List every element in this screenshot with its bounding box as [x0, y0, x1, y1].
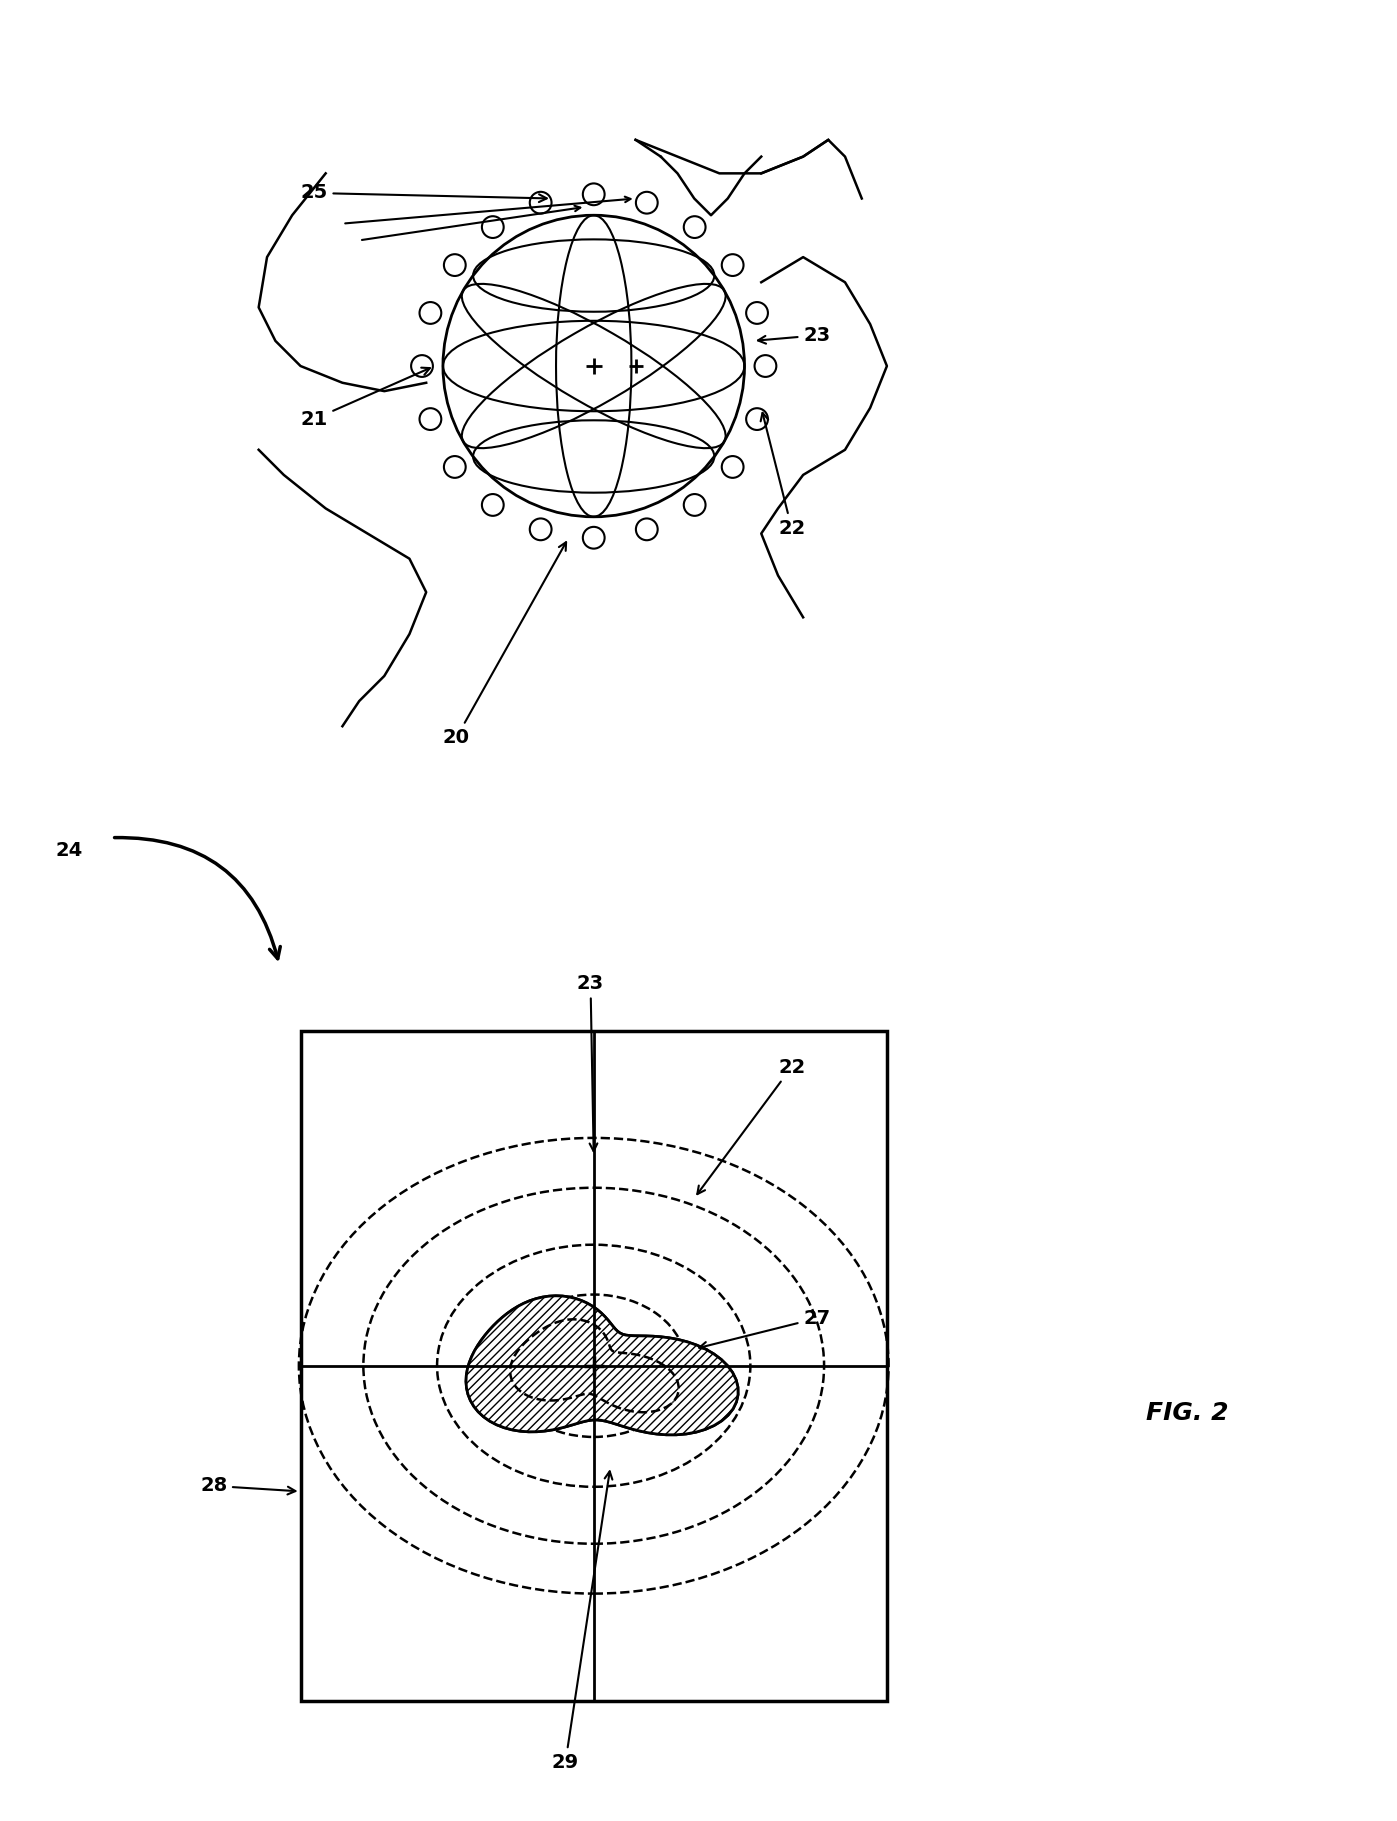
Bar: [300, 1031, 887, 1701]
FancyArrowPatch shape: [115, 838, 281, 958]
Text: FIG. 2: FIG. 2: [1146, 1402, 1228, 1426]
Text: 23: 23: [577, 974, 604, 1151]
Text: 24: 24: [56, 841, 84, 860]
Text: 29: 29: [552, 1471, 612, 1772]
Text: 21: 21: [300, 368, 430, 428]
Text: 28: 28: [200, 1477, 295, 1495]
Polygon shape: [510, 1318, 679, 1413]
Text: 23: 23: [759, 326, 830, 344]
Polygon shape: [510, 1318, 679, 1413]
Text: 25: 25: [300, 184, 546, 202]
Text: 22: 22: [697, 1058, 805, 1195]
Polygon shape: [467, 1297, 738, 1435]
Text: 22: 22: [760, 413, 805, 537]
Polygon shape: [467, 1297, 738, 1435]
Text: 20: 20: [443, 543, 566, 747]
Text: 27: 27: [698, 1309, 830, 1349]
